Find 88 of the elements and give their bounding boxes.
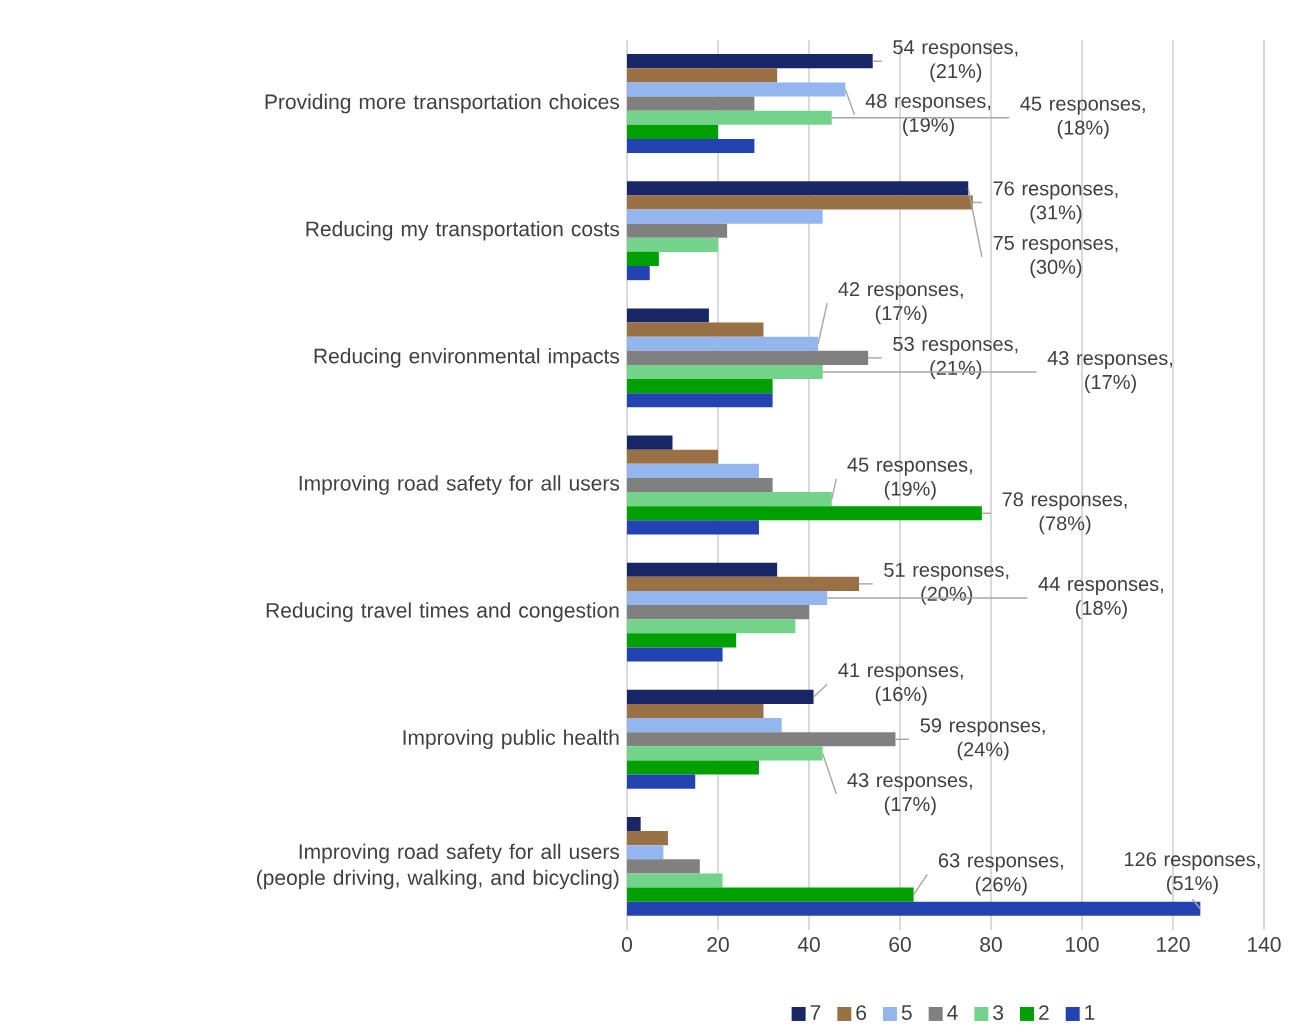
bar — [627, 138, 755, 154]
bar — [627, 689, 814, 704]
data-label: 43 responses, (17%) — [1047, 350, 1173, 394]
data-label: 53 responses, (21%) — [893, 336, 1018, 379]
bar — [627, 619, 796, 634]
bar — [627, 209, 823, 224]
x-tick-label: 60 — [889, 937, 911, 952]
bar — [627, 54, 873, 69]
data-label: 45 responses, (18%) — [1020, 96, 1145, 139]
bar — [627, 760, 759, 775]
bar — [627, 266, 650, 281]
bar — [627, 435, 673, 450]
bar — [627, 887, 914, 902]
bar — [627, 195, 973, 210]
bar — [627, 68, 778, 83]
bar — [627, 350, 869, 365]
bar — [627, 110, 832, 125]
legend-label: 7 — [810, 1005, 821, 1020]
legend-label: 2 — [1039, 1005, 1049, 1020]
data-label: 51 responses, (20%) — [884, 562, 1009, 605]
bar — [627, 859, 700, 874]
data-label: 75 responses, (30%) — [993, 236, 1118, 278]
y-tick-label: Reducing my transportation costs — [306, 220, 620, 241]
data-label: 78 responses, (78%) — [1002, 492, 1127, 535]
legend-label: 4 — [947, 1005, 958, 1020]
bar — [627, 647, 723, 662]
data-label: 42 responses, (17%) — [838, 281, 963, 325]
data-label: 54 responses, (21%) — [893, 40, 1018, 83]
bar — [627, 251, 659, 267]
y-tick-label: Improving road safety for all users — [299, 475, 620, 495]
bar — [627, 562, 778, 577]
bar — [627, 703, 764, 719]
bar — [627, 477, 773, 493]
x-tick-label: 0 — [621, 937, 633, 952]
data-label: 126 responses, (51%) — [1125, 852, 1260, 895]
legend-label: 1 — [1085, 1005, 1095, 1020]
legend-label: 5 — [901, 1005, 912, 1020]
bar — [627, 322, 764, 337]
bar — [627, 336, 819, 351]
bar — [627, 82, 846, 97]
x-tick-label: 80 — [980, 937, 1002, 952]
bar — [627, 379, 773, 394]
bar — [627, 590, 828, 606]
data-label: 44 responses, (18%) — [1038, 577, 1163, 619]
bar — [627, 845, 664, 860]
x-tick-label: 20 — [707, 937, 729, 952]
legend-label: 3 — [993, 1005, 1004, 1021]
x-tick-label: 120 — [1157, 937, 1190, 952]
bar — [627, 124, 719, 139]
x-tick-label: 140 — [1248, 937, 1281, 952]
bar — [627, 96, 755, 111]
data-label: 43 responses, (17%) — [847, 773, 972, 816]
data-label: 45 responses, (19%) — [847, 457, 972, 500]
bar — [627, 576, 860, 591]
bar — [627, 732, 896, 747]
bar — [627, 237, 719, 252]
data-label: 63 responses, (26%) — [938, 853, 1063, 896]
y-tick-label: Improving road safety for all users (people driving, walking, and bicycling) — [257, 843, 620, 890]
bar — [627, 181, 969, 196]
x-tick-label: 40 — [797, 937, 820, 952]
data-label: 48 responses, (19%) — [865, 93, 991, 136]
bar — [627, 463, 759, 478]
bar — [627, 308, 709, 323]
bar — [627, 831, 668, 846]
y-tick-label: Reducing environmental impacts — [314, 348, 620, 368]
bar — [627, 393, 773, 408]
bar — [627, 718, 782, 733]
bar — [627, 506, 982, 521]
bar — [627, 449, 719, 464]
bar — [627, 901, 1201, 916]
bar — [627, 520, 759, 535]
bar — [627, 774, 696, 789]
data-label: 59 responses, (24%) — [920, 718, 1045, 761]
y-tick-label: Providing more transportation choices — [265, 93, 620, 114]
y-tick-label: Reducing travel times and congestion — [266, 602, 619, 622]
bar — [627, 873, 723, 888]
bar — [627, 605, 809, 620]
x-tick-label: 100 — [1066, 937, 1099, 952]
bar — [627, 633, 737, 648]
data-label: 76 responses, (31%) — [993, 181, 1118, 224]
data-label: 41 responses, (16%) — [838, 663, 963, 706]
bar — [627, 364, 823, 380]
bar — [627, 746, 823, 761]
y-tick-label: Improving public health — [403, 729, 619, 750]
bar — [627, 492, 832, 507]
bar — [627, 223, 728, 238]
bar — [627, 816, 641, 832]
legend-label: 6 — [856, 1005, 867, 1021]
